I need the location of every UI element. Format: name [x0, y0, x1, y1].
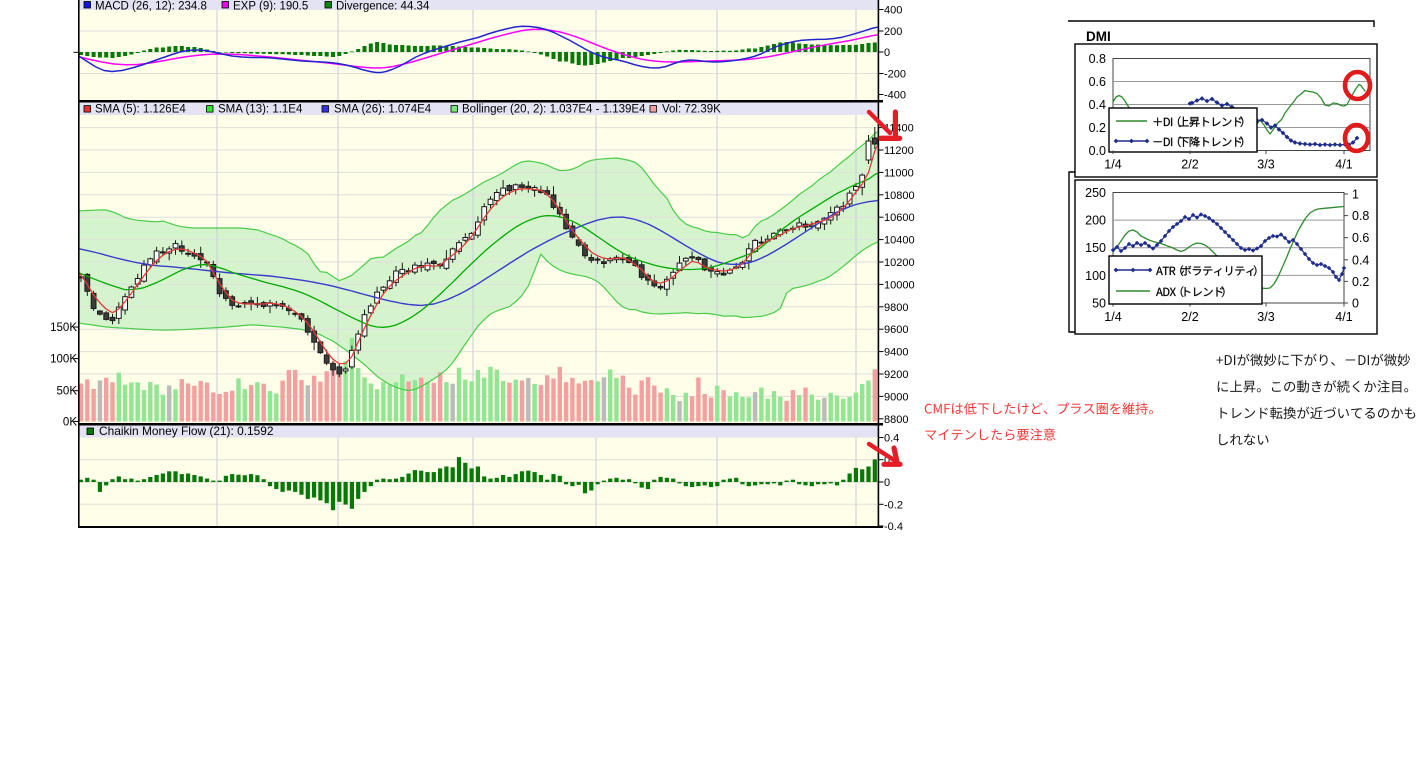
svg-text:100K: 100K [50, 354, 77, 366]
svg-text:1/4: 1/4 [1104, 158, 1121, 172]
svg-text:150: 150 [1085, 241, 1106, 255]
svg-text:9600: 9600 [884, 324, 908, 336]
svg-text:1: 1 [1352, 188, 1359, 202]
svg-text:11000: 11000 [884, 167, 914, 179]
svg-text:0.0: 0.0 [1089, 144, 1106, 158]
svg-text:Chaikin Money Flow (21): 0.159: Chaikin Money Flow (21): 0.1592 [99, 424, 274, 438]
svg-text:0: 0 [1352, 297, 1359, 311]
svg-text:2/2: 2/2 [1181, 310, 1198, 324]
svg-text:11200: 11200 [884, 145, 914, 157]
svg-text:-0.2: -0.2 [884, 499, 903, 511]
svg-text:Bollinger (20, 2): 1.037E4 - 1: Bollinger (20, 2): 1.037E4 - 1.139E4 [462, 104, 646, 116]
svg-text:0.4: 0.4 [1089, 98, 1106, 112]
svg-text:-0.4: -0.4 [884, 521, 903, 533]
svg-text:0: 0 [884, 477, 890, 489]
svg-text:100: 100 [1085, 269, 1106, 283]
svg-text:200: 200 [1085, 214, 1106, 228]
svg-text:0.4: 0.4 [1352, 253, 1369, 267]
svg-text:10200: 10200 [884, 257, 915, 269]
svg-text:150K: 150K [50, 322, 77, 334]
svg-text:9000: 9000 [884, 391, 908, 403]
svg-text:DMI: DMI [1086, 29, 1111, 44]
svg-text:0.8: 0.8 [1089, 52, 1106, 66]
svg-text:4/1: 4/1 [1335, 310, 1352, 324]
svg-text:50K: 50K [57, 386, 78, 398]
svg-text:MACD (26, 12): 234.8: MACD (26, 12): 234.8 [95, 1, 207, 13]
svg-text:400: 400 [884, 5, 902, 17]
svg-text:2/2: 2/2 [1181, 158, 1198, 172]
svg-text:SMA (26): 1.074E4: SMA (26): 1.074E4 [334, 104, 432, 116]
svg-text:Divergence: 44.34: Divergence: 44.34 [336, 1, 430, 13]
svg-text:SMA (13): 1.1E4: SMA (13): 1.1E4 [218, 104, 303, 116]
svg-text:0.4: 0.4 [884, 433, 899, 445]
svg-text:10600: 10600 [884, 212, 915, 224]
svg-text:8800: 8800 [884, 414, 908, 426]
svg-text:0K: 0K [63, 416, 77, 428]
svg-text:10800: 10800 [884, 190, 915, 202]
svg-text:9400: 9400 [884, 347, 908, 359]
svg-text:0.6: 0.6 [1352, 231, 1369, 245]
svg-text:0.2: 0.2 [1089, 121, 1106, 135]
svg-text:200: 200 [884, 26, 902, 38]
svg-text:10400: 10400 [884, 235, 915, 247]
svg-text:0.8: 0.8 [1352, 209, 1369, 223]
svg-text:10000: 10000 [884, 279, 915, 291]
svg-text:0: 0 [884, 47, 890, 59]
svg-text:EXP (9): 190.5: EXP (9): 190.5 [233, 1, 308, 13]
svg-text:250: 250 [1085, 186, 1106, 200]
svg-text:0.6: 0.6 [1089, 75, 1106, 89]
svg-text:-400: -400 [884, 90, 906, 102]
svg-text:9200: 9200 [884, 369, 908, 381]
svg-text:3/3: 3/3 [1257, 158, 1274, 172]
svg-text:1/4: 1/4 [1104, 310, 1121, 324]
svg-text:3/3: 3/3 [1257, 310, 1274, 324]
svg-text:4/1: 4/1 [1335, 158, 1352, 172]
svg-text:9800: 9800 [884, 302, 908, 314]
svg-text:-200: -200 [884, 69, 906, 81]
svg-text:0.2: 0.2 [1352, 275, 1369, 289]
svg-text:SMA (5): 1.126E4: SMA (5): 1.126E4 [95, 104, 186, 116]
svg-text:Vol: 72.39K: Vol: 72.39K [662, 104, 721, 116]
svg-text:50: 50 [1092, 297, 1106, 311]
